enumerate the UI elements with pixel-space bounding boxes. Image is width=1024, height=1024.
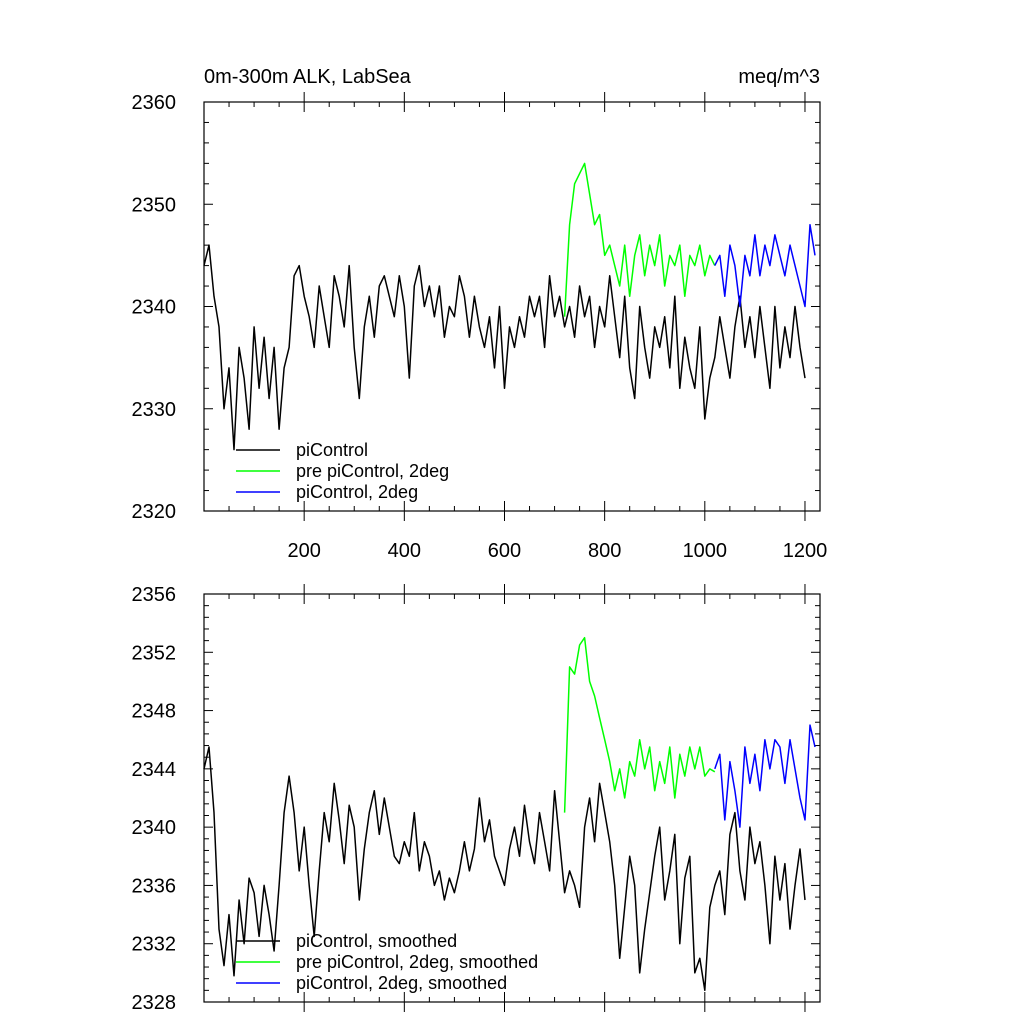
series-line-3: [714, 724, 816, 828]
y-tick-label: 2340: [132, 297, 177, 319]
y-tick-label: 2348: [132, 701, 177, 723]
legend-label: piControl, smoothed: [296, 931, 457, 951]
series-group-top: [203, 162, 816, 451]
x-tick-label: 400: [388, 540, 421, 562]
y-tick-label: 2332: [132, 934, 177, 956]
y-tick-label: 2350: [132, 194, 177, 216]
axes-top: 2320 2330 2340 2350 2360 200 400 600 800 1000 1200: [132, 92, 828, 562]
panel-top: 0m-300m ALK, LabSea meq/m^3 2320 2330 2340…: [132, 66, 828, 562]
series-group-bottom: [203, 636, 816, 992]
y-tick-label: 2344: [132, 759, 177, 781]
legend-label: piControl, 2deg, smoothed: [296, 973, 507, 993]
x-tick-label: 1200: [783, 540, 828, 562]
y-tick-label: 2328: [132, 992, 177, 1014]
y-tick-label: 2352: [132, 642, 177, 664]
legend-label: pre piControl, 2deg: [296, 461, 449, 481]
axes-bottom: 2328 2332 2336 2340 2344 2348 2352 2356: [132, 584, 820, 1014]
units-label: meq/m^3: [738, 66, 820, 88]
x-tick-label: 1000: [683, 540, 728, 562]
series-line-2: [563, 636, 716, 813]
y-tick-label: 2336: [132, 875, 177, 897]
x-tick-label: 800: [588, 540, 621, 562]
y-tick-label: 2320: [132, 501, 177, 523]
legend-label: piControl: [296, 440, 368, 460]
y-tick-label: 2330: [132, 399, 177, 421]
legend-label: pre piControl, 2deg, smoothed: [296, 952, 538, 972]
chart-title: 0m-300m ALK, LabSea: [204, 66, 412, 88]
panel-bottom: 2328 2332 2336 2340 2344 2348 2352 2356 piContr…: [132, 584, 821, 1014]
series-line-2: [563, 162, 716, 317]
plot-frame-bottom: [203, 593, 821, 1003]
series-line-3: [714, 223, 816, 308]
x-tick-label: 200: [287, 540, 320, 562]
y-tick-label: 2360: [132, 92, 177, 114]
x-tick-label: 600: [488, 540, 521, 562]
legend-label: piControl, 2deg: [296, 482, 418, 502]
series-line-1: [203, 746, 806, 992]
y-tick-label: 2356: [132, 584, 177, 606]
series-line-1: [203, 244, 806, 451]
y-tick-label: 2340: [132, 817, 177, 839]
